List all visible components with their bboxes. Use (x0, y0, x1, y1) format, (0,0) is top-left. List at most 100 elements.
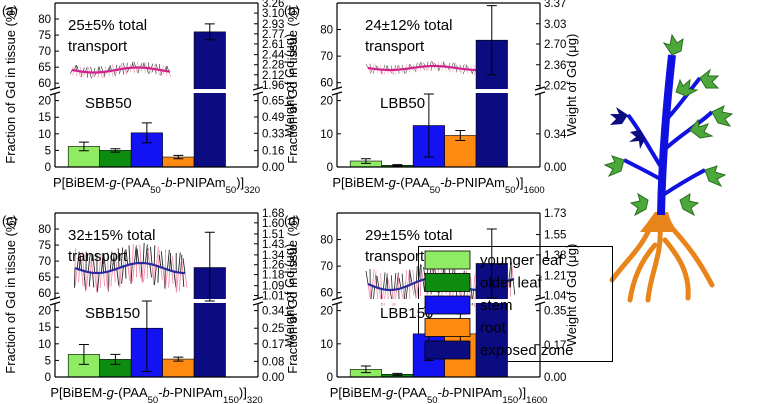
x-axis-title-part: 50 (148, 395, 159, 404)
polymer-hair (420, 267, 424, 280)
polymer-hair (415, 282, 417, 299)
x-axis-title-part: -PNIPAm (449, 385, 502, 400)
polymer-hair (94, 272, 98, 292)
polymer-backbone (71, 66, 171, 74)
panel-label: (b) (284, 3, 300, 18)
polymer-hair (168, 270, 171, 288)
y2-tick-label: 1.09 (262, 281, 284, 293)
polymer-hair (407, 268, 410, 286)
polymer-hair (79, 254, 83, 271)
polymer-hair (116, 268, 120, 286)
bar (99, 150, 132, 168)
y2-tick-label: 0.08 (262, 356, 284, 368)
polymer-hair (409, 272, 413, 285)
y2-axis-title: Weight of Gd (μg) (564, 244, 579, 347)
x-axis-title-part: b (445, 175, 452, 190)
x-axis-title-part: 150 (223, 395, 239, 404)
polymer-hair (396, 272, 399, 290)
polymer-hair (376, 287, 379, 300)
y2-tick-label: 1.68 (262, 208, 284, 220)
polymer-hair (81, 251, 85, 271)
y-tick-label: 80 (38, 14, 51, 26)
y-axis-title: Fraction of Gd in tissue (%) (285, 6, 300, 164)
polymer-hair (153, 265, 155, 285)
y2-tick-label: 3.10 (262, 8, 284, 20)
y2-tick-label: 3.03 (544, 19, 566, 31)
y-tick-label: 65 (38, 272, 51, 284)
legend-label: exposed zone (480, 342, 573, 359)
y-tick-label: 20 (320, 306, 333, 318)
polymer-hair (184, 272, 188, 288)
polymer-hair (390, 275, 393, 290)
annotation: transport (68, 38, 128, 55)
y2-tick-label: 0.35 (544, 306, 566, 318)
y-tick-label: 65 (38, 62, 51, 74)
polymer-hair (381, 289, 384, 307)
y-axis-title: Fraction of Gd in tissue (%) (3, 216, 18, 374)
polymer-hair (162, 267, 166, 285)
polymer-hair (144, 244, 148, 264)
x-axis-title-part: P[BiBEM- (330, 385, 386, 400)
y-tick-label: 70 (38, 256, 51, 268)
break-mark (534, 91, 546, 96)
polymer-hair (136, 248, 140, 264)
error-bar (204, 23, 215, 41)
polymer-hair (394, 272, 397, 290)
x-axis-title-part: 50 (430, 185, 441, 196)
polymer-hair (416, 266, 418, 283)
y-tick-label: 60 (38, 288, 51, 300)
break-mark (331, 296, 343, 301)
polymer-hair (182, 272, 185, 288)
polymer-hair (181, 258, 184, 273)
polymer-hair (83, 270, 87, 291)
y-tick-label: 0 (327, 372, 333, 384)
y-tick-label: 0 (45, 162, 51, 174)
polymer-hair (176, 272, 179, 293)
y-tick-label: 70 (320, 51, 333, 63)
polymer-hair (367, 283, 371, 298)
polymer-hair (70, 69, 73, 75)
x-axis-title-part: )] (236, 175, 244, 190)
polymer-hair (111, 253, 115, 271)
polymer-hair (380, 273, 382, 289)
x-axis-title-part: g (389, 175, 397, 190)
y-tick-label: 70 (320, 261, 333, 273)
y-axis-title: Fraction of Gd in tissue (%) (285, 216, 300, 374)
x-axis-title-part: - (438, 385, 442, 400)
annotation: transport (365, 38, 425, 55)
polymer-hair (114, 251, 118, 269)
y2-tick-label: 1.18 (262, 270, 284, 282)
polymer-hair (160, 251, 164, 269)
polymer-hair (170, 258, 173, 271)
x-axis-title-part: P[BiBEM- (50, 385, 106, 400)
polymer-hair (149, 263, 152, 278)
polymer-hair (102, 258, 105, 273)
y-tick-label: 15 (38, 112, 51, 124)
polymer-hair (125, 249, 129, 266)
x-axis-title-part: 320 (247, 395, 263, 404)
polymer-hair (81, 270, 84, 287)
polymer-hair (103, 254, 107, 273)
polymer-hair (90, 258, 94, 273)
y-tick-label: 80 (320, 235, 333, 247)
error-bar (486, 228, 497, 299)
polymer-hair (177, 252, 181, 273)
break-mark (534, 86, 546, 91)
x-axis-title-part: - (440, 175, 444, 190)
y-tick-label: 10 (38, 129, 51, 141)
y2-tick-label: 1.55 (544, 230, 566, 242)
legend-swatch (424, 250, 471, 270)
break-mark (252, 296, 264, 301)
y-tick-label: 75 (38, 30, 51, 42)
x-axis-title: P[BiBEM-g-(PAA50-b-PNIPAm150)]320 (50, 385, 262, 404)
x-axis-title-part: 1600 (524, 185, 545, 196)
break-mark (49, 86, 61, 91)
polymer-hair (138, 263, 142, 278)
polymer-hair (92, 272, 95, 288)
error-bar (78, 141, 89, 152)
y2-tick-label: 1.04 (544, 291, 567, 303)
break-mark (331, 91, 343, 96)
x-axis-title: P[BiBEM-g-(PAA50-b-PNIPAm50)]1600 (332, 175, 544, 196)
y2-tick-label: 0.00 (262, 372, 284, 384)
polymer-hair (375, 275, 378, 288)
